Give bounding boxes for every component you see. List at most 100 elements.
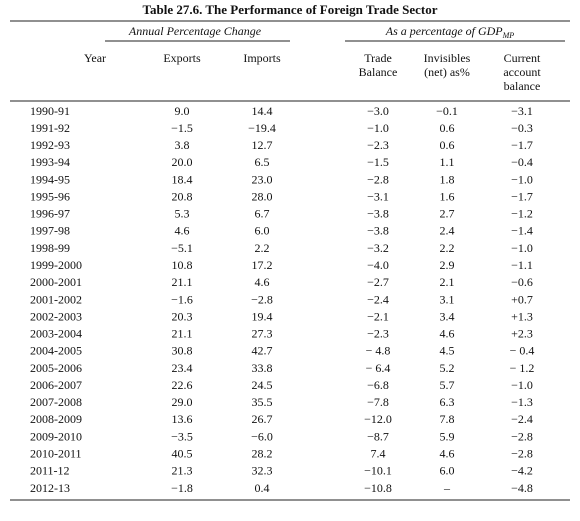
cell: −2.3 bbox=[367, 138, 389, 152]
cell: – bbox=[443, 481, 451, 495]
row-label: 2004-2005 bbox=[30, 344, 82, 358]
row-label: 2011-12 bbox=[30, 464, 70, 478]
column-header: Exports bbox=[163, 51, 201, 65]
group-header-text: Annual Percentage Change bbox=[128, 24, 262, 38]
cell: 2.1 bbox=[440, 275, 455, 289]
cell: 29.0 bbox=[172, 395, 193, 409]
row-label: 1997-98 bbox=[30, 224, 70, 238]
row-label: 1996-97 bbox=[30, 207, 70, 221]
cell: 28.0 bbox=[252, 189, 273, 203]
cell: −2.8 bbox=[367, 172, 389, 186]
cell: 4.6 bbox=[255, 275, 270, 289]
row-label: 2010-2011 bbox=[30, 446, 82, 460]
row-label: 2012-13 bbox=[30, 481, 70, 495]
row-label: 2006-2007 bbox=[30, 378, 82, 392]
cell: 3.4 bbox=[440, 309, 455, 323]
row-label: 2005-2006 bbox=[30, 361, 82, 375]
cell: 23.4 bbox=[172, 361, 193, 375]
row-label: 2003-2004 bbox=[30, 327, 82, 341]
cell: −6.8 bbox=[367, 378, 389, 392]
column-header: (net) as% bbox=[424, 65, 470, 79]
row-label: 2009-2010 bbox=[30, 429, 82, 443]
cell: −1.7 bbox=[511, 189, 533, 203]
cell: −1.0 bbox=[511, 172, 533, 186]
cell: 0.6 bbox=[440, 138, 455, 152]
cell: 42.7 bbox=[252, 344, 273, 358]
row-label: 2008-2009 bbox=[30, 412, 82, 426]
cell: −2.1 bbox=[367, 309, 389, 323]
cell: 19.4 bbox=[252, 309, 273, 323]
cell: 17.2 bbox=[252, 258, 273, 272]
cell: 1.6 bbox=[440, 189, 455, 203]
cell: −0.4 bbox=[511, 155, 533, 169]
column-header: Year bbox=[84, 51, 106, 65]
cell: 23.0 bbox=[252, 172, 273, 186]
cell: 5.3 bbox=[175, 207, 190, 221]
row-label: 1998-99 bbox=[30, 241, 70, 255]
row-label: 2002-2003 bbox=[30, 309, 82, 323]
cell: 6.7 bbox=[255, 207, 270, 221]
cell: 27.3 bbox=[252, 327, 273, 341]
cell: 4.5 bbox=[440, 344, 455, 358]
cell: 21.1 bbox=[172, 327, 193, 341]
cell: −10.1 bbox=[364, 464, 392, 478]
row-label: 1993-94 bbox=[30, 155, 70, 169]
cell: −1.8 bbox=[171, 481, 193, 495]
cell: −0.6 bbox=[511, 275, 533, 289]
cell: 1.8 bbox=[440, 172, 455, 186]
cell: 5.2 bbox=[440, 361, 455, 375]
cell: 30.8 bbox=[172, 344, 193, 358]
cell: 14.4 bbox=[252, 104, 273, 118]
cell: −3.8 bbox=[367, 224, 389, 238]
cell: −3.5 bbox=[171, 429, 193, 443]
column-header: balance bbox=[504, 79, 541, 93]
cell: −3.0 bbox=[367, 104, 389, 118]
cell: −19.4 bbox=[248, 121, 276, 135]
cell: +0.7 bbox=[511, 292, 533, 306]
cell: 10.8 bbox=[172, 258, 193, 272]
cell: − 0.4 bbox=[510, 344, 535, 358]
cell: −1.1 bbox=[511, 258, 533, 272]
cell: 5.7 bbox=[440, 378, 455, 392]
cell: −3.1 bbox=[511, 104, 533, 118]
cell: 21.1 bbox=[172, 275, 193, 289]
cell: −1.7 bbox=[511, 138, 533, 152]
cell: 7.4 bbox=[371, 446, 386, 460]
row-label: 1991-92 bbox=[30, 121, 70, 135]
cell: −0.1 bbox=[436, 104, 458, 118]
cell: 0.6 bbox=[440, 121, 455, 135]
column-header: Trade bbox=[364, 51, 392, 65]
cell: 2.4 bbox=[440, 224, 455, 238]
group-header-text: As a percentage of GDP bbox=[385, 24, 504, 38]
column-header: Balance bbox=[359, 65, 398, 79]
cell: 13.6 bbox=[172, 412, 193, 426]
cell: 18.4 bbox=[172, 172, 193, 186]
cell: −3.1 bbox=[367, 189, 389, 203]
cell: 0.4 bbox=[255, 481, 270, 495]
row-label: 2007-2008 bbox=[30, 395, 82, 409]
cell: −5.1 bbox=[171, 241, 193, 255]
cell: 20.8 bbox=[172, 189, 193, 203]
cell: −8.7 bbox=[367, 429, 389, 443]
column-header: Current bbox=[504, 51, 541, 65]
cell: −4.0 bbox=[367, 258, 389, 272]
cell: − 6.4 bbox=[366, 361, 391, 375]
column-header: account bbox=[503, 65, 541, 79]
cell: 6.5 bbox=[255, 155, 270, 169]
cell: 7.8 bbox=[440, 412, 455, 426]
cell: 6.0 bbox=[440, 464, 455, 478]
cell: −1.0 bbox=[367, 121, 389, 135]
cell: 3.8 bbox=[175, 138, 190, 152]
row-label: 1992-93 bbox=[30, 138, 70, 152]
cell: 35.5 bbox=[252, 395, 273, 409]
group-header: As a percentage of GDPMP bbox=[385, 24, 515, 40]
cell: −4.2 bbox=[511, 464, 533, 478]
cell: 40.5 bbox=[172, 446, 193, 460]
cell: −10.8 bbox=[364, 481, 392, 495]
cell: 3.1 bbox=[440, 292, 455, 306]
cell: 6.3 bbox=[440, 395, 455, 409]
cell: −1.3 bbox=[511, 395, 533, 409]
cell: 12.7 bbox=[252, 138, 273, 152]
cell: +1.3 bbox=[511, 309, 533, 323]
row-label: 2001-2002 bbox=[30, 292, 82, 306]
